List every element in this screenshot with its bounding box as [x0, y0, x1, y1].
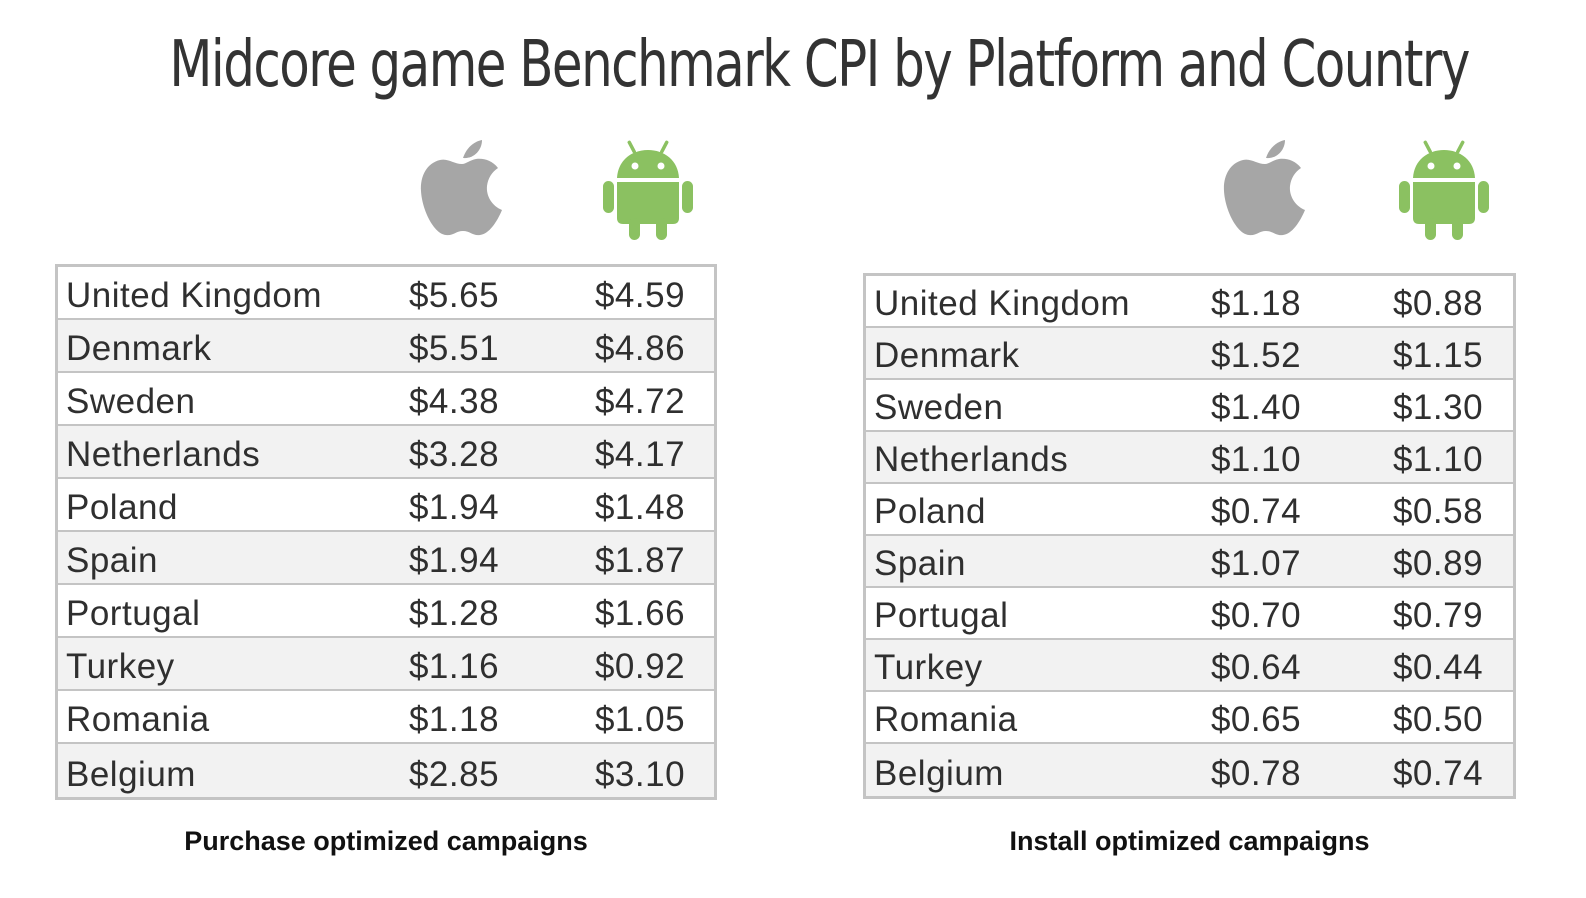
country-cell: Spain	[874, 544, 967, 583]
ios-cpi-cell: $0.78	[1210, 754, 1302, 793]
install-cpi-table: United Kingdom $1.18 $0.88 Denmark $1.52 $1.1…	[863, 273, 1516, 799]
ios-cpi-cell: $0.64	[1210, 648, 1302, 687]
android-cpi-cell: $1.87	[594, 541, 686, 580]
country-cell: Poland	[874, 492, 986, 531]
country-cell: United Kingdom	[874, 284, 1131, 323]
ios-cpi-cell: $1.18	[1210, 284, 1302, 323]
ios-cpi-cell: $1.07	[1210, 544, 1302, 583]
ios-cpi-cell: $1.94	[408, 488, 500, 527]
table-row: Romania $0.65 $0.50	[866, 692, 1513, 744]
country-cell: Netherlands	[66, 435, 261, 474]
country-cell: Sweden	[874, 388, 1004, 427]
table-row: Belgium $0.78 $0.74	[866, 744, 1513, 796]
table-row: Spain $1.94 $1.87	[58, 532, 714, 585]
ios-cpi-cell: $1.52	[1210, 336, 1302, 375]
ios-cpi-cell: $1.94	[408, 541, 500, 580]
country-cell: Denmark	[874, 336, 1020, 375]
table-row: Turkey $1.16 $0.92	[58, 638, 714, 691]
android-cpi-cell: $0.58	[1392, 492, 1484, 531]
ios-cpi-cell: $0.65	[1210, 700, 1302, 739]
table-row: Belgium $2.85 $3.10	[58, 744, 714, 797]
ios-cpi-cell: $0.70	[1210, 596, 1302, 635]
android-cpi-cell: $1.15	[1392, 336, 1484, 375]
ios-cpi-cell: $1.18	[408, 700, 500, 739]
ios-cpi-cell: $0.74	[1210, 492, 1302, 531]
android-cpi-cell: $0.50	[1392, 700, 1484, 739]
table-row: Poland $0.74 $0.58	[866, 484, 1513, 536]
table-row: United Kingdom $1.18 $0.88	[866, 276, 1513, 328]
country-cell: Belgium	[66, 755, 196, 794]
country-cell: Belgium	[874, 754, 1004, 793]
table-row: Romania $1.18 $1.05	[58, 691, 714, 744]
android-cpi-cell: $1.48	[594, 488, 686, 527]
android-cpi-cell: $4.59	[594, 276, 686, 315]
table-row: Denmark $1.52 $1.15	[866, 328, 1513, 380]
ios-cpi-cell: $4.38	[408, 382, 500, 421]
install-table-caption: Install optimized campaigns	[1009, 826, 1370, 856]
country-cell: Portugal	[66, 594, 201, 633]
ios-cpi-cell: $1.16	[408, 647, 500, 686]
ios-cpi-cell: $1.28	[408, 594, 500, 633]
table-row: Sweden $1.40 $1.30	[866, 380, 1513, 432]
android-cpi-cell: $4.86	[594, 329, 686, 368]
ios-cpi-cell: $3.28	[408, 435, 500, 474]
table-row: Portugal $1.28 $1.66	[58, 585, 714, 638]
android-cpi-cell: $1.05	[594, 700, 686, 739]
apple-icon	[1223, 140, 1305, 236]
table-row: Portugal $0.70 $0.79	[866, 588, 1513, 640]
android-cpi-cell: $0.89	[1392, 544, 1484, 583]
android-cpi-cell: $4.72	[594, 382, 686, 421]
android-icon	[1399, 140, 1489, 240]
purchase-cpi-table: United Kingdom $5.65 $4.59 Denmark $5.51 $4.8…	[55, 264, 717, 800]
table-row: Turkey $0.64 $0.44	[866, 640, 1513, 692]
country-cell: Spain	[66, 541, 159, 580]
table-row: Denmark $5.51 $4.86	[58, 320, 714, 373]
country-cell: Portugal	[874, 596, 1009, 635]
table-row: Sweden $4.38 $4.72	[58, 373, 714, 426]
country-cell: Denmark	[66, 329, 212, 368]
android-cpi-cell: $0.92	[594, 647, 686, 686]
ios-cpi-cell: $2.85	[408, 755, 500, 794]
country-cell: Sweden	[66, 382, 196, 421]
table-row: Netherlands $3.28 $4.17	[58, 426, 714, 479]
table-row: United Kingdom $5.65 $4.59	[58, 267, 714, 320]
android-cpi-cell: $1.66	[594, 594, 686, 633]
apple-icon	[420, 140, 502, 236]
country-cell: Turkey	[66, 647, 175, 686]
table-row: Netherlands $1.10 $1.10	[866, 432, 1513, 484]
country-cell: Romania	[66, 700, 210, 739]
country-cell: Poland	[66, 488, 178, 527]
android-cpi-cell: $1.10	[1392, 440, 1484, 479]
android-cpi-cell: $1.30	[1392, 388, 1484, 427]
country-cell: Netherlands	[874, 440, 1069, 479]
android-cpi-cell: $0.44	[1392, 648, 1484, 687]
ios-cpi-cell: $1.40	[1210, 388, 1302, 427]
android-cpi-cell: $0.88	[1392, 284, 1484, 323]
android-cpi-cell: $3.10	[594, 755, 686, 794]
ios-cpi-cell: $1.10	[1210, 440, 1302, 479]
android-cpi-cell: $0.74	[1392, 754, 1484, 793]
page-title: Midcore game Benchmark CPI by Platform a…	[169, 28, 1470, 102]
android-cpi-cell: $4.17	[594, 435, 686, 474]
android-cpi-cell: $0.79	[1392, 596, 1484, 635]
ios-cpi-cell: $5.51	[408, 329, 500, 368]
ios-cpi-cell: $5.65	[408, 276, 500, 315]
purchase-table-caption: Purchase optimized campaigns	[184, 826, 588, 856]
country-cell: Romania	[874, 700, 1018, 739]
android-icon	[603, 140, 693, 240]
country-cell: Turkey	[874, 648, 983, 687]
table-row: Poland $1.94 $1.48	[58, 479, 714, 532]
country-cell: United Kingdom	[66, 276, 323, 315]
table-row: Spain $1.07 $0.89	[866, 536, 1513, 588]
